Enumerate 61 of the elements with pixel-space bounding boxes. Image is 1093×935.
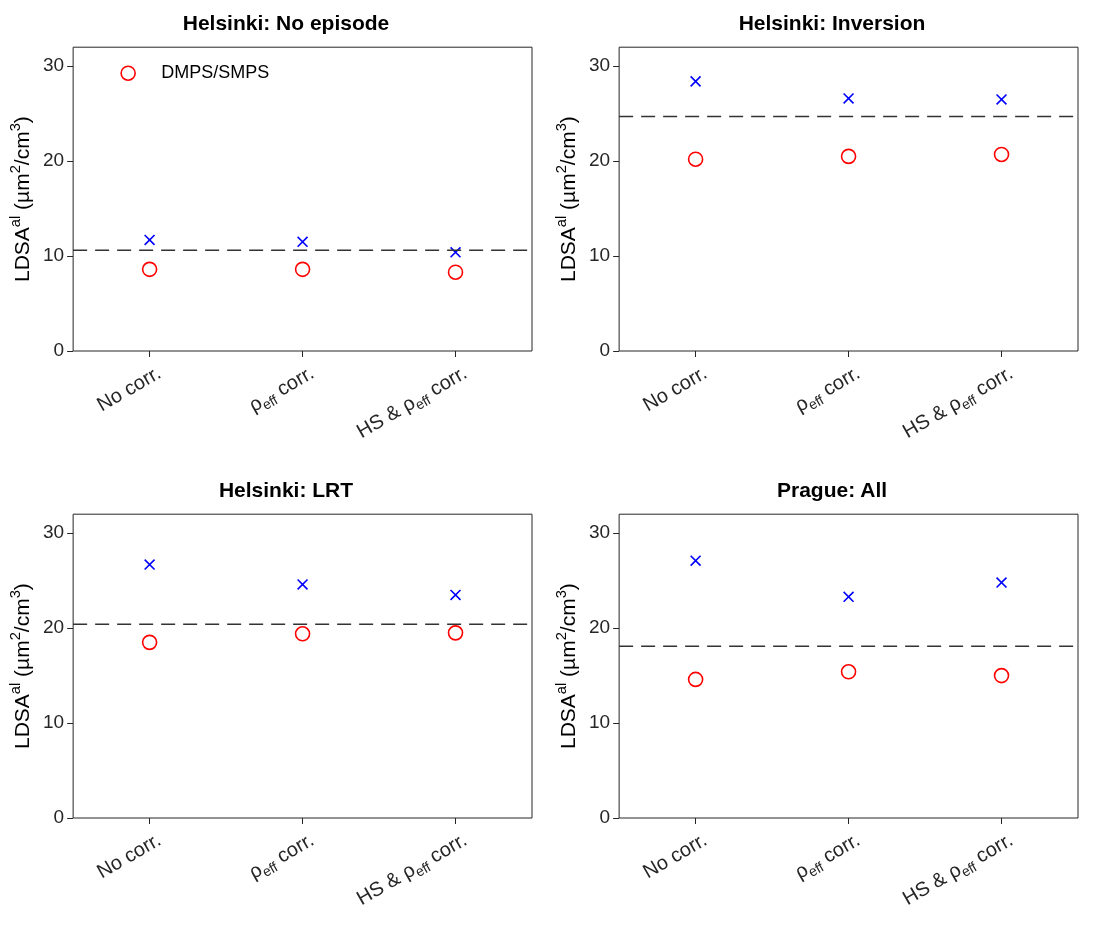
x-tick-label: ρeff corr. xyxy=(790,361,864,416)
point xyxy=(995,93,1008,106)
point xyxy=(842,92,855,105)
y-axis-title: LDSAal (µm2/cm3) xyxy=(552,116,579,283)
legend-label: DMPS/SMPS xyxy=(161,62,270,83)
x-tick-label: ρeff corr. xyxy=(244,828,318,883)
chart-title: Helsinki: LRT xyxy=(218,478,354,502)
y-tick-label: 20 xyxy=(42,149,65,171)
x-tick-label: No corr. xyxy=(638,361,711,416)
y-tick-label: 20 xyxy=(42,616,65,638)
point xyxy=(687,671,704,688)
y-tick-label: 10 xyxy=(588,244,611,266)
y-axis-title: LDSAal (µm2/cm3) xyxy=(6,583,33,750)
x-tick-label: HS & ρeff corr. xyxy=(352,361,471,442)
point xyxy=(447,264,464,280)
point xyxy=(141,261,158,278)
y-tick-label: 0 xyxy=(599,806,611,828)
x-tick-label: HS & ρeff corr. xyxy=(352,828,471,909)
y-tick-label: 0 xyxy=(599,339,611,361)
point xyxy=(993,146,1010,163)
y-tick-label: 30 xyxy=(42,54,65,76)
point xyxy=(294,261,311,278)
x-tick-label: ρeff corr. xyxy=(790,828,864,883)
x-tick-label: No corr. xyxy=(92,828,165,883)
chart-title: Prague: All xyxy=(776,478,888,502)
y-tick-label: 10 xyxy=(42,244,65,266)
chart-title: Helsinki: No episode xyxy=(182,11,390,35)
x-tick-label: HS & ρeff corr. xyxy=(898,361,1017,442)
y-tick-label: 10 xyxy=(42,711,65,733)
y-tick-label: 30 xyxy=(588,54,611,76)
point xyxy=(143,558,156,571)
x-tick-label: ρeff corr. xyxy=(244,361,318,416)
point xyxy=(449,589,462,601)
y-tick-label: 0 xyxy=(53,806,65,828)
point xyxy=(689,75,702,88)
point xyxy=(687,151,704,168)
point xyxy=(689,554,702,567)
point xyxy=(449,246,462,259)
point xyxy=(842,591,855,603)
y-tick-label: 20 xyxy=(588,616,611,638)
point xyxy=(141,634,158,651)
point xyxy=(447,625,464,641)
y-tick-label: 20 xyxy=(588,149,611,171)
y-tick-label: 30 xyxy=(588,521,611,543)
x-tick-label: No corr. xyxy=(92,361,165,416)
point xyxy=(995,576,1008,589)
x-tick-label: No corr. xyxy=(638,828,711,883)
y-tick-label: 10 xyxy=(588,711,611,733)
y-axis-title: LDSAal (µm2/cm3) xyxy=(552,583,579,750)
chart-title: Helsinki: Inversion xyxy=(738,11,926,35)
point xyxy=(143,234,156,246)
point xyxy=(840,148,857,165)
point xyxy=(993,667,1010,684)
point xyxy=(840,664,857,680)
y-tick-label: 30 xyxy=(42,521,65,543)
point xyxy=(294,626,311,642)
point xyxy=(296,578,309,591)
point xyxy=(296,236,309,248)
y-tick-label: 0 xyxy=(53,339,65,361)
x-tick-label: HS & ρeff corr. xyxy=(898,828,1017,909)
y-axis-title: LDSAal (µm2/cm3) xyxy=(6,116,33,283)
